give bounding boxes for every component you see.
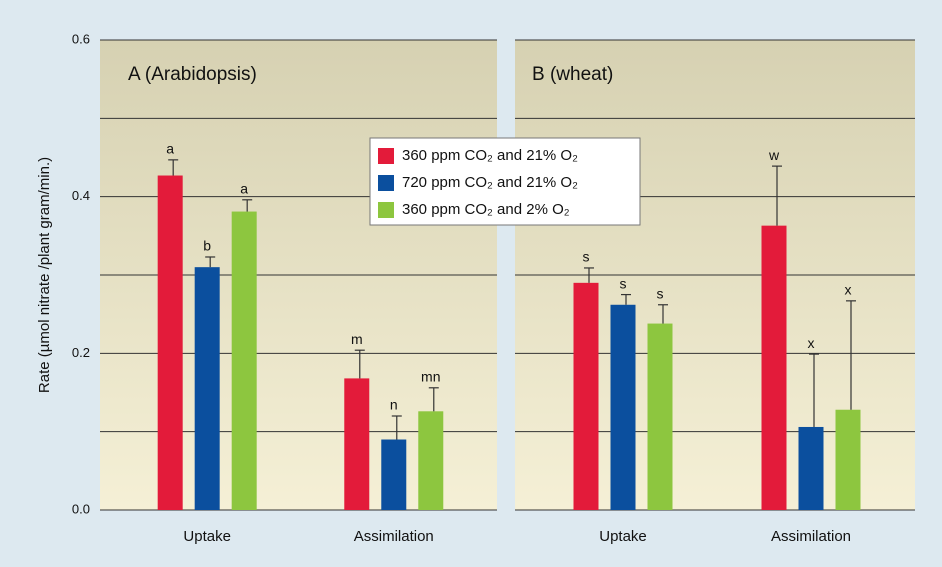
x-tick-label: Uptake [599,528,647,545]
bar [573,282,599,510]
legend-swatch [378,202,394,218]
bar [381,439,407,510]
bar [798,426,824,510]
bar [344,378,370,510]
y-axis-label: Rate (µmol nitrate /plant gram/min.) [36,157,53,393]
x-tick-label: Assimilation [354,528,434,545]
legend: 360 ppm CO₂ and 21% O₂ 720 ppm CO₂ and 21… [369,137,641,226]
bar [231,211,257,511]
legend-label: 360 ppm CO₂ and 21% O₂ [402,147,578,164]
value-label: n [390,397,398,413]
x-tick-label: Assimilation [771,528,851,545]
legend-swatch [378,148,394,164]
value-label: a [166,141,174,157]
bar [610,304,636,510]
bar [647,323,673,510]
y-tick-label: 0.0 [72,501,90,516]
value-label: x [845,282,852,298]
legend-swatch [378,175,394,191]
y-tick-label: 0.6 [72,31,90,46]
x-tick-label: Uptake [183,528,231,545]
legend-box [369,137,641,226]
bar [157,175,183,510]
panel-title: B (wheat) [532,64,613,85]
y-tick-label: 0.4 [72,188,90,203]
bar [418,411,444,510]
value-label: b [203,238,211,254]
bar [761,225,787,510]
bar [194,267,220,510]
value-label: s [657,285,664,301]
value-label: w [768,147,780,163]
value-label: mn [421,369,440,385]
legend-label: 720 ppm CO₂ and 21% O₂ [402,174,578,191]
value-label: a [240,181,248,197]
value-label: m [351,331,363,347]
panel-title: A (Arabidopsis) [128,64,257,85]
bar [835,409,861,510]
value-label: s [583,249,590,265]
value-label: x [808,335,815,351]
value-label: s [620,275,627,291]
y-tick-label: 0.2 [72,345,90,360]
legend-label: 360 ppm CO₂ and 2% O₂ [402,201,570,218]
